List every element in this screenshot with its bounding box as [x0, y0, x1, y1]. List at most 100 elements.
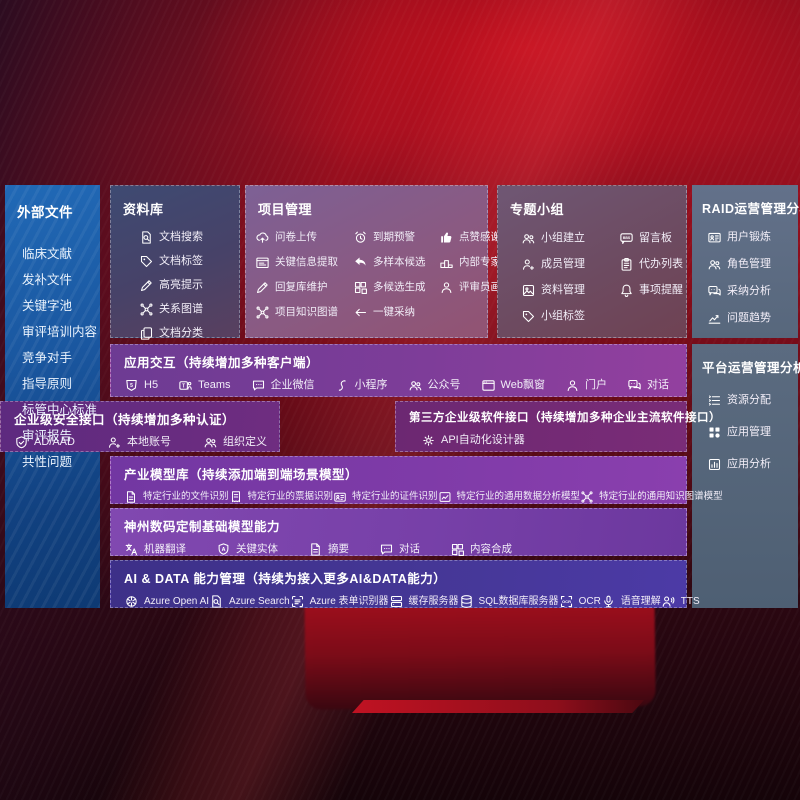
feature-item: 留言板: [619, 231, 686, 246]
feature-item: 对话: [627, 378, 669, 393]
feature-item: 关键信息提取: [255, 255, 351, 270]
feature-item: 采纳分析: [707, 284, 798, 299]
feature-item: 应用管理: [707, 425, 798, 440]
receipt-icon: [229, 490, 243, 504]
feature-item: 文档标签: [139, 254, 239, 269]
feature-item: Teams: [178, 378, 230, 393]
feature-item: 用户锻炼: [707, 230, 798, 245]
feature-item: 多样本候选: [353, 255, 437, 270]
sidebar-item: 审评报告: [22, 429, 73, 443]
highlight-pen-icon: [139, 278, 154, 293]
official-account-icon: [408, 378, 423, 393]
adopt-arrow-icon: [353, 305, 368, 320]
feature-item: 文档搜索: [139, 230, 239, 245]
app-grid-icon: [707, 425, 722, 440]
feature-item: 代办列表: [619, 257, 686, 272]
sidebar-title: 外部文件: [17, 205, 73, 220]
api-gear-icon: [421, 433, 436, 448]
team-icon: [521, 231, 536, 246]
doc-search-icon: [139, 230, 154, 245]
summary-icon: [308, 542, 323, 557]
feature-item: 语音理解: [601, 594, 661, 609]
feature-item: 缓存服务器: [389, 594, 459, 609]
row-aidata-list: Azure Open AI Azure Search Azure 表单识别器 缓…: [124, 594, 700, 609]
feature-item: 事项提醒: [619, 283, 686, 298]
feature-item: 评审员画像: [439, 280, 522, 295]
app-chart-icon: [707, 457, 722, 472]
row-app-interaction: 应用交互（持续增加多种客户端） H5 Teams 企业微信: [110, 344, 687, 397]
panel-library-list: 文档搜索 文档标签 高亮提示 关系图谱: [111, 218, 239, 341]
rank-icon: [439, 255, 454, 270]
h5-icon: [124, 378, 139, 393]
panel-project-management: 项目管理 问卷上传 到期预警 点赞感谢: [245, 185, 522, 338]
feature-item: 特定行业的证件识别: [333, 490, 438, 504]
trend-icon: [707, 311, 722, 326]
azure-search-icon: [209, 594, 224, 609]
sql-db-icon: [459, 594, 474, 609]
sidebar-item: 指导原则: [22, 377, 73, 391]
tag-icon: [139, 254, 154, 269]
relation-graph-icon: [139, 302, 154, 317]
alarm-icon: [353, 230, 368, 245]
resource-list-icon: [707, 393, 722, 408]
row-security-interface: 企业级安全接口（持续增加多种认证） AD/AAD 本地账号 组织定义: [0, 401, 280, 452]
reply-icon: [353, 255, 368, 270]
feature-item: 特定行业的通用知识图谱模型: [580, 490, 723, 504]
feature-item: 本地账号: [107, 435, 171, 450]
feature-item: H5: [124, 378, 158, 393]
feature-item: Azure Search: [209, 594, 290, 609]
portal-icon: [565, 378, 580, 393]
info-extract-icon: [255, 255, 270, 270]
row-industry-models: 产业模型库（持续添加端到端场景模型） 特定行业的文件识别 特定行业的票据识别 特…: [110, 456, 723, 504]
feature-item: 到期预警: [353, 230, 437, 245]
feature-item: Azure 表单识别器: [290, 594, 389, 609]
feature-item: 对话: [379, 542, 420, 557]
feature-item: 回复库维护: [255, 280, 351, 295]
data-analysis-icon: [438, 490, 452, 504]
feature-item: 关键实体: [216, 542, 278, 557]
feature-item: 项目知识图谱: [255, 305, 351, 320]
sidebar-item: 共性问题: [22, 455, 73, 469]
panel-library-title: 资料库: [123, 202, 164, 217]
teams-icon: [178, 378, 193, 393]
doc-icon: [124, 490, 138, 504]
feature-item: 门户: [565, 378, 607, 393]
roles-icon: [707, 257, 722, 272]
relation-graph-icon: [255, 305, 270, 320]
feature-item: 内部专家排名: [439, 255, 522, 270]
sidebar-item: 标管中心标准: [22, 403, 98, 417]
sidebar-item: 临床文献: [22, 247, 73, 261]
wechat-work-icon: [251, 378, 266, 393]
id-card-icon: [707, 230, 722, 245]
feature-item: 特定行业的票据识别: [229, 490, 333, 504]
todo-list-icon: [619, 257, 634, 272]
form-icon: [290, 594, 305, 609]
feature-item: 角色管理: [707, 257, 798, 272]
speech-icon: [601, 594, 616, 609]
feature-item: AD/AAD: [14, 435, 75, 450]
album-icon: [521, 283, 536, 298]
person-icon: [439, 280, 454, 295]
row-ai-data-management: AI & DATA 能力管理（持续为接入更多AI&DATA能力） Azure O…: [110, 560, 700, 609]
row-interaction-title: 应用交互（持续增加多种客户端）: [124, 356, 320, 370]
feature-item: 特定行业的文件识别: [124, 490, 229, 504]
local-account-icon: [107, 435, 122, 450]
sidebar-external-files: 外部文件 临床文献 发补文件 关键字池 审评培训内容: [5, 185, 100, 608]
background-bar: [352, 700, 644, 713]
thumb-up-icon: [439, 230, 454, 245]
row-security-title: 企业级安全接口（持续增加多种认证）: [14, 413, 236, 427]
openai-icon: [124, 594, 139, 609]
panel-raid-analysis: RAID运营管理分析 用户锻炼 角色管理 采纳分析: [692, 185, 800, 338]
feature-item: 问卷上传: [255, 230, 351, 245]
panel-topic-groups: 专题小组 小组建立 留言板 成员管理: [497, 185, 687, 338]
doc-copy-icon: [139, 326, 154, 341]
translate-icon: [124, 542, 139, 557]
panel-project-title: 项目管理: [258, 202, 313, 217]
row-base-list: 机器翻译 关键实体 摘要 对话: [124, 542, 673, 557]
feature-item: 内容合成: [450, 542, 512, 557]
entity-icon: [216, 542, 231, 557]
panel-platform-analysis: 平台运营管理分析 资源分配 应用管理 应用分析: [692, 344, 800, 608]
dialog-icon: [627, 378, 642, 393]
row-security-list: AD/AAD 本地账号 组织定义: [14, 435, 267, 450]
